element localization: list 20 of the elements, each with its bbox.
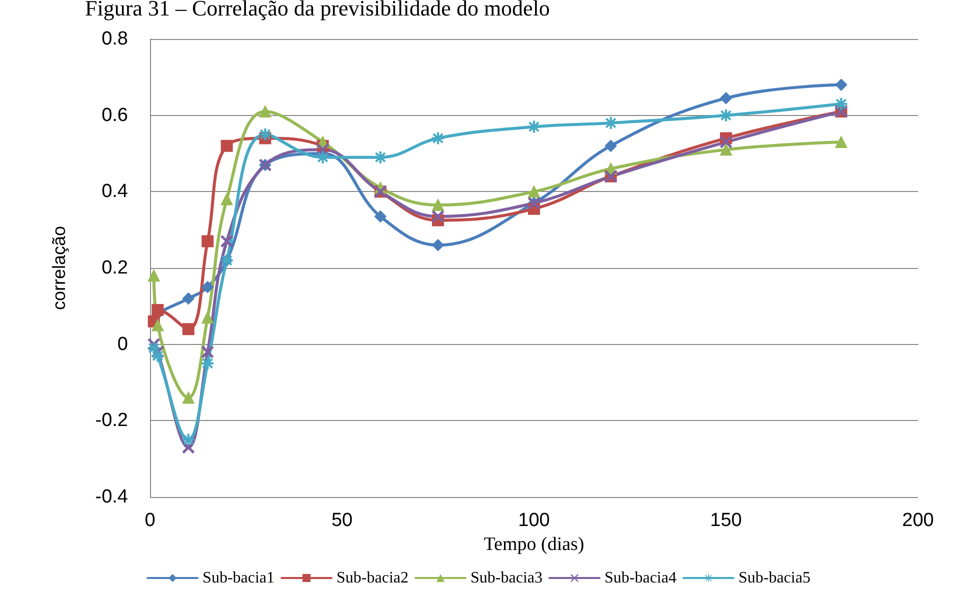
y-tick-label: -0.2 [95, 410, 128, 432]
y-tick-label: 0.4 [102, 181, 128, 202]
legend-label: Sub-bacia1 [202, 570, 275, 586]
x-tick-label: 100 [518, 510, 550, 531]
y-tick-label: 0.6 [102, 104, 128, 126]
chart-title: Figura 31 – Correlação da previsibilidade do modelo [85, 0, 550, 20]
y-tick-label: 0 [117, 334, 128, 355]
legend-label: Sub-bacia5 [738, 570, 810, 586]
x-tick-label: 150 [710, 510, 742, 531]
legend-label: Sub-bacia2 [336, 570, 409, 586]
legend-label: Sub-bacia4 [604, 570, 676, 586]
x-tick-label: 0 [144, 510, 156, 531]
y-tick-label: 0.8 [102, 28, 128, 50]
y-tick-label: 0.2 [102, 258, 128, 278]
y-tick-label: -0.4 [95, 486, 128, 508]
x-tick-label: 200 [902, 510, 934, 531]
y-axis-title: correlação [49, 226, 69, 310]
legend-label: Sub-bacia3 [470, 570, 542, 586]
x-axis-title: Tempo (dias) [484, 534, 584, 555]
x-tick-label: 50 [331, 510, 353, 531]
